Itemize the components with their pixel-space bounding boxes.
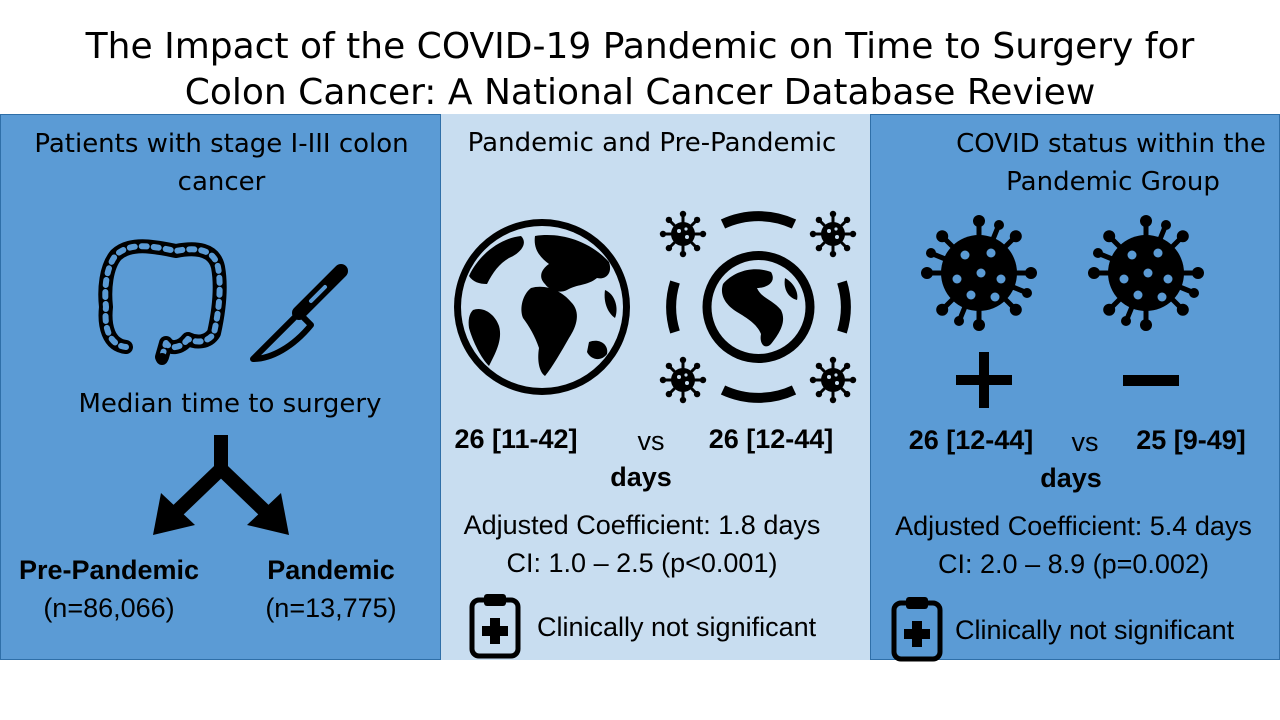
pre-pandemic-count: (n=86,066) — [43, 593, 175, 623]
middle-value-pandemic: 26 [12-44] — [708, 424, 834, 454]
left-heading-line-2: cancer — [177, 167, 266, 197]
title-line-1: The Impact of the COVID-19 Pandemic on T… — [85, 26, 1195, 67]
middle-vs: vs — [637, 426, 665, 456]
right-days-unit: days — [1040, 463, 1102, 493]
clipboard-icon — [469, 592, 521, 658]
middle-clinical-note: Clinically not significant — [537, 612, 817, 642]
right-heading-line-2: Pandemic Group — [1006, 167, 1220, 197]
pre-pandemic-label: Pre-Pandemic — [18, 555, 200, 585]
clipboard-icon — [891, 595, 943, 661]
virus-icon — [1091, 215, 1201, 335]
left-heading-line-1: Patients with stage I-III colon — [34, 129, 409, 159]
split-arrow-icon — [153, 435, 289, 535]
right-clinical-note: Clinically not significant — [955, 615, 1235, 645]
pandemic-count: (n=13,775) — [265, 593, 397, 623]
pandemic-globe-icon — [658, 209, 858, 405]
minus-icon — [1123, 375, 1179, 386]
middle-days-unit: days — [610, 462, 672, 492]
left-panel: Patients with stage I-III colon cancer M… — [0, 114, 441, 660]
pandemic-label: Pandemic — [267, 555, 395, 585]
right-heading-line-1: COVID status within the — [956, 129, 1266, 159]
virus-icon — [924, 215, 1034, 335]
middle-heading: Pandemic and Pre-Pandemic — [467, 128, 837, 158]
middle-adjusted-coefficient: Adjusted Coefficient: 1.8 days — [463, 510, 821, 540]
right-value-negative: 25 [9-49] — [1136, 425, 1246, 455]
middle-panel: Pandemic and Pre-Pandemic 26 — [441, 114, 870, 660]
scalpel-icon — [250, 264, 348, 362]
globe-icon — [454, 219, 630, 395]
title-line-2: Colon Cancer: A National Cancer Database… — [184, 72, 1096, 113]
right-panel: COVID status within the Pandemic Group 2… — [870, 114, 1280, 660]
right-value-positive: 26 [12-44] — [908, 425, 1034, 455]
right-vs: vs — [1071, 427, 1099, 457]
median-time-label: Median time to surgery — [78, 389, 382, 419]
plus-icon — [956, 352, 1012, 408]
middle-confidence-interval: CI: 1.0 – 2.5 (p<0.001) — [506, 548, 778, 578]
right-confidence-interval: CI: 2.0 – 8.9 (p=0.002) — [938, 549, 1209, 579]
page-title: The Impact of the COVID-19 Pandemic on T… — [0, 24, 1280, 116]
right-adjusted-coefficient: Adjusted Coefficient: 5.4 days — [895, 511, 1252, 541]
middle-value-pre: 26 [11-42] — [454, 424, 578, 454]
colon-icon — [98, 239, 227, 365]
